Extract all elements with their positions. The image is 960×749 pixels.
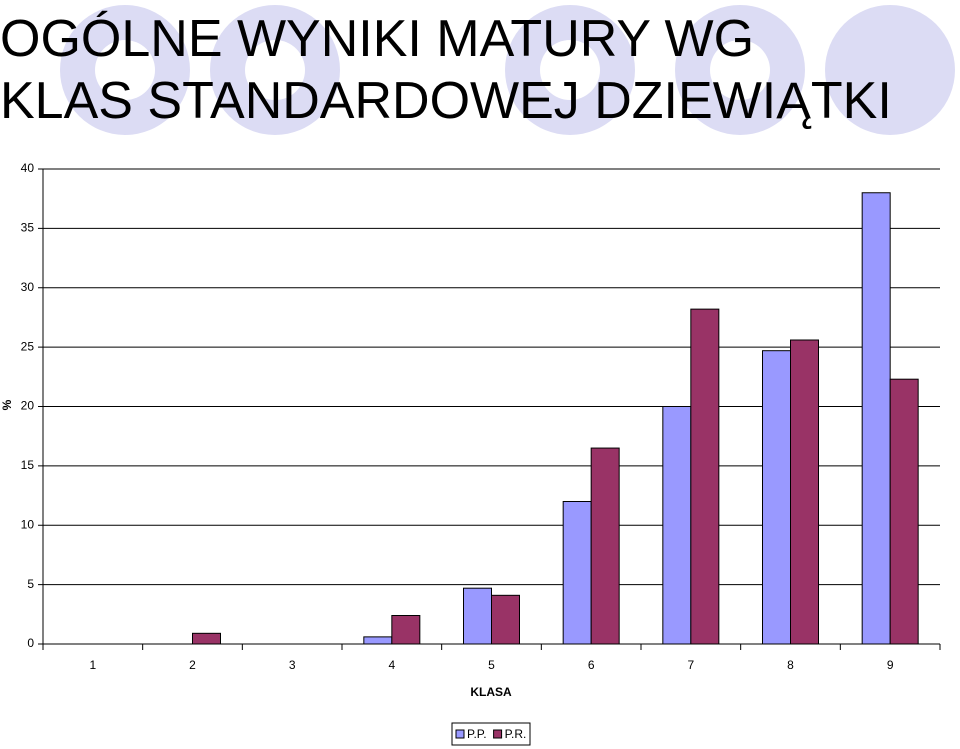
bar — [762, 350, 791, 645]
x-tick-label: 7 — [687, 658, 694, 672]
legend-label: P.R. — [505, 727, 527, 741]
x-axis-label: KLASA — [470, 685, 512, 699]
legend-label: P.P. — [467, 727, 487, 741]
bar — [690, 308, 720, 645]
x-tick-label: 9 — [887, 658, 894, 672]
x-tick-label: 1 — [89, 658, 96, 672]
x-tick-label: 4 — [388, 658, 395, 672]
y-tick-label: 10 — [21, 517, 35, 531]
bar — [491, 594, 520, 645]
y-axis-label: % — [0, 399, 14, 410]
bar — [562, 501, 592, 645]
bar — [391, 615, 421, 645]
bar — [590, 447, 620, 645]
y-tick-label: 25 — [21, 339, 35, 353]
x-tick-label: 3 — [289, 658, 296, 672]
y-tick-label: 15 — [21, 458, 35, 472]
bar — [790, 339, 819, 645]
x-tick-label: 2 — [189, 658, 196, 672]
y-tick-label: 40 — [21, 161, 35, 175]
y-tick-label: 20 — [21, 399, 35, 413]
bar — [463, 587, 492, 645]
bar — [662, 406, 692, 645]
y-tick-label: 0 — [27, 636, 34, 650]
bar — [889, 378, 919, 645]
legend-box — [451, 722, 531, 746]
bar — [363, 636, 393, 645]
bar — [192, 632, 221, 645]
x-tick-label: 8 — [787, 658, 794, 672]
y-tick-label: 5 — [27, 577, 34, 591]
x-tick-label: 6 — [588, 658, 595, 672]
legend-swatch — [455, 729, 465, 739]
legend-swatch — [493, 729, 503, 739]
x-tick-label: 5 — [488, 658, 495, 672]
bar — [861, 192, 891, 645]
y-tick-label: 35 — [21, 221, 35, 235]
chart-title: OGÓLNE WYNIKI MATURY WG KLAS STANDARDOWE… — [0, 10, 892, 130]
y-tick-label: 30 — [21, 280, 35, 294]
